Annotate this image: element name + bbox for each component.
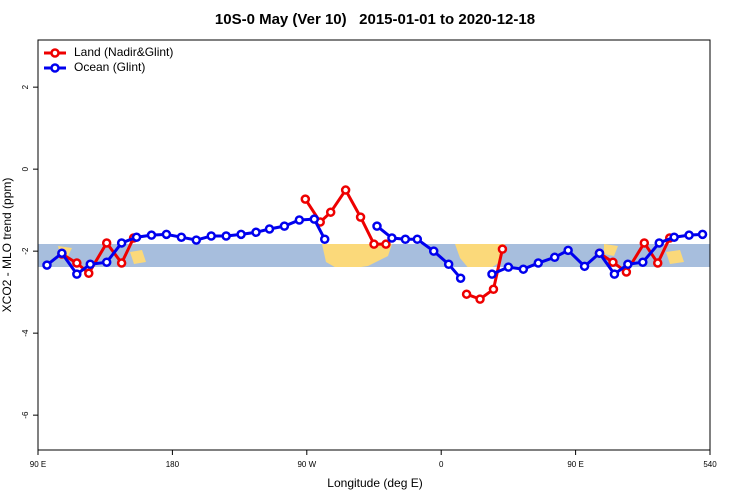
data-point <box>300 194 311 204</box>
data-point <box>488 284 499 295</box>
x-tick-label: 90 E <box>567 460 583 469</box>
legend-label: Land (Nadir&Glint) <box>74 45 173 59</box>
data-point <box>131 232 142 242</box>
x-tick-label: 540 <box>703 460 717 469</box>
data-point <box>355 212 366 222</box>
data-point <box>161 229 172 240</box>
data-point <box>669 232 679 242</box>
data-point <box>621 267 632 277</box>
data-point <box>251 227 261 238</box>
data-point <box>697 229 708 240</box>
data-point <box>309 214 320 224</box>
data-point <box>72 258 82 268</box>
x-tick-label: 0 <box>439 460 444 469</box>
data-point <box>101 257 112 267</box>
data-point <box>503 262 514 272</box>
x-tick-label: 90 W <box>297 460 316 469</box>
data-point <box>443 259 454 270</box>
legend-marker <box>50 63 60 73</box>
data-point <box>264 224 275 234</box>
y-tick-label: 0 <box>21 166 30 171</box>
y-tick-label: -2 <box>21 247 30 255</box>
data-point <box>372 221 382 231</box>
data-point <box>146 230 157 240</box>
data-point <box>518 264 529 274</box>
data-point <box>369 239 379 249</box>
data-point <box>221 231 231 241</box>
data-point <box>236 229 246 240</box>
data-point <box>176 232 187 242</box>
data-point <box>608 257 618 267</box>
legend-marker <box>50 48 60 58</box>
y-tick-label: 2 <box>21 84 30 89</box>
data-point <box>85 259 96 270</box>
data-point <box>381 239 391 249</box>
data-point <box>654 238 664 248</box>
data-point <box>639 238 650 248</box>
data-point <box>101 238 112 248</box>
x-tick-label: 90 E <box>30 460 46 469</box>
data-point <box>487 269 497 279</box>
x-axis-label: Longitude (deg E) <box>327 476 422 490</box>
y-axis-label: XCO2 - MLO trend (ppm) <box>0 178 14 313</box>
data-point <box>116 238 127 248</box>
data-point <box>455 273 466 283</box>
chart-title: 10S-0 May (Ver 10) 2015-01-01 to 2020-12… <box>215 11 535 28</box>
data-point <box>387 233 397 243</box>
data-point <box>206 231 216 241</box>
data-point <box>340 185 351 195</box>
data-point <box>461 289 472 299</box>
data-point <box>563 245 573 256</box>
data-point <box>533 258 544 268</box>
y-tick-label: -6 <box>21 411 30 419</box>
x-tick-label: 180 <box>166 460 180 469</box>
data-point <box>428 246 439 256</box>
plot-frame <box>37 39 711 451</box>
data-point <box>294 215 305 225</box>
data-point <box>638 257 648 267</box>
data-point <box>623 259 633 270</box>
data-point <box>191 235 202 245</box>
data-point <box>652 258 663 268</box>
y-tick-label: -4 <box>21 329 30 337</box>
data-point <box>116 258 127 268</box>
data-point <box>594 248 605 258</box>
data-point <box>579 261 590 272</box>
data-point <box>549 252 560 263</box>
data-point <box>684 230 694 240</box>
data-point <box>72 269 82 279</box>
data-point <box>84 268 94 279</box>
legend-label: Ocean (Glint) <box>74 60 145 74</box>
data-point <box>400 234 411 245</box>
series-line <box>466 248 504 301</box>
data-point <box>319 234 330 245</box>
data-point <box>57 248 67 258</box>
data-point <box>279 221 290 231</box>
data-point <box>475 294 485 304</box>
data-point <box>609 269 620 279</box>
data-point <box>497 244 508 254</box>
data-point <box>325 207 336 217</box>
data-point <box>412 234 423 245</box>
data-point <box>42 260 52 270</box>
